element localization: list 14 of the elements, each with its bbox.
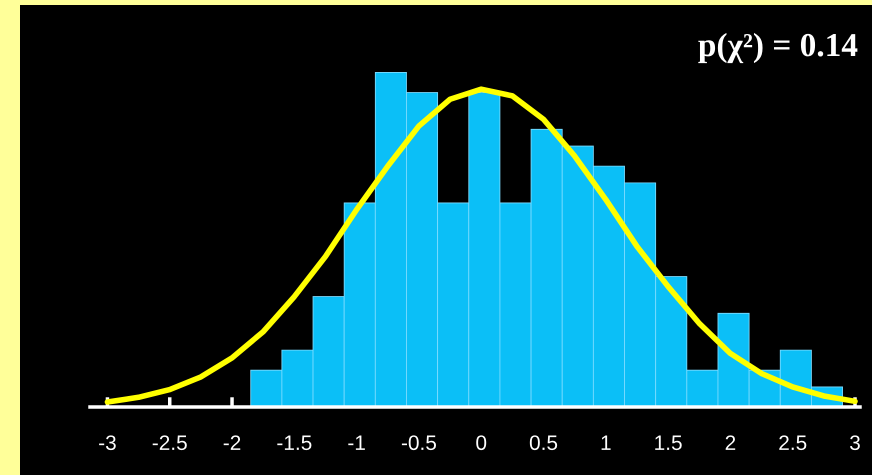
x-tick-label: -0.5 bbox=[402, 435, 436, 450]
x-tick-label: 0 bbox=[476, 435, 486, 450]
x-tick-label: 1 bbox=[602, 436, 611, 450]
x-tick-label: -2.5 bbox=[152, 435, 187, 450]
x-tick-label: 3 bbox=[850, 435, 860, 450]
x-tick-label: -2 bbox=[224, 435, 240, 450]
x-tick-label: 1.5 bbox=[655, 436, 682, 450]
x-tick-label: 0.5 bbox=[530, 435, 558, 450]
x-tick-label: 2 bbox=[726, 435, 736, 450]
x-tick-label: -1 bbox=[348, 436, 365, 450]
text: p(χ²) = 0.14 bbox=[698, 32, 858, 64]
x-tick-label: 2.5 bbox=[779, 435, 806, 450]
x-tick-label: -3 bbox=[99, 435, 116, 450]
x-tick-label: -1.5 bbox=[277, 436, 312, 450]
